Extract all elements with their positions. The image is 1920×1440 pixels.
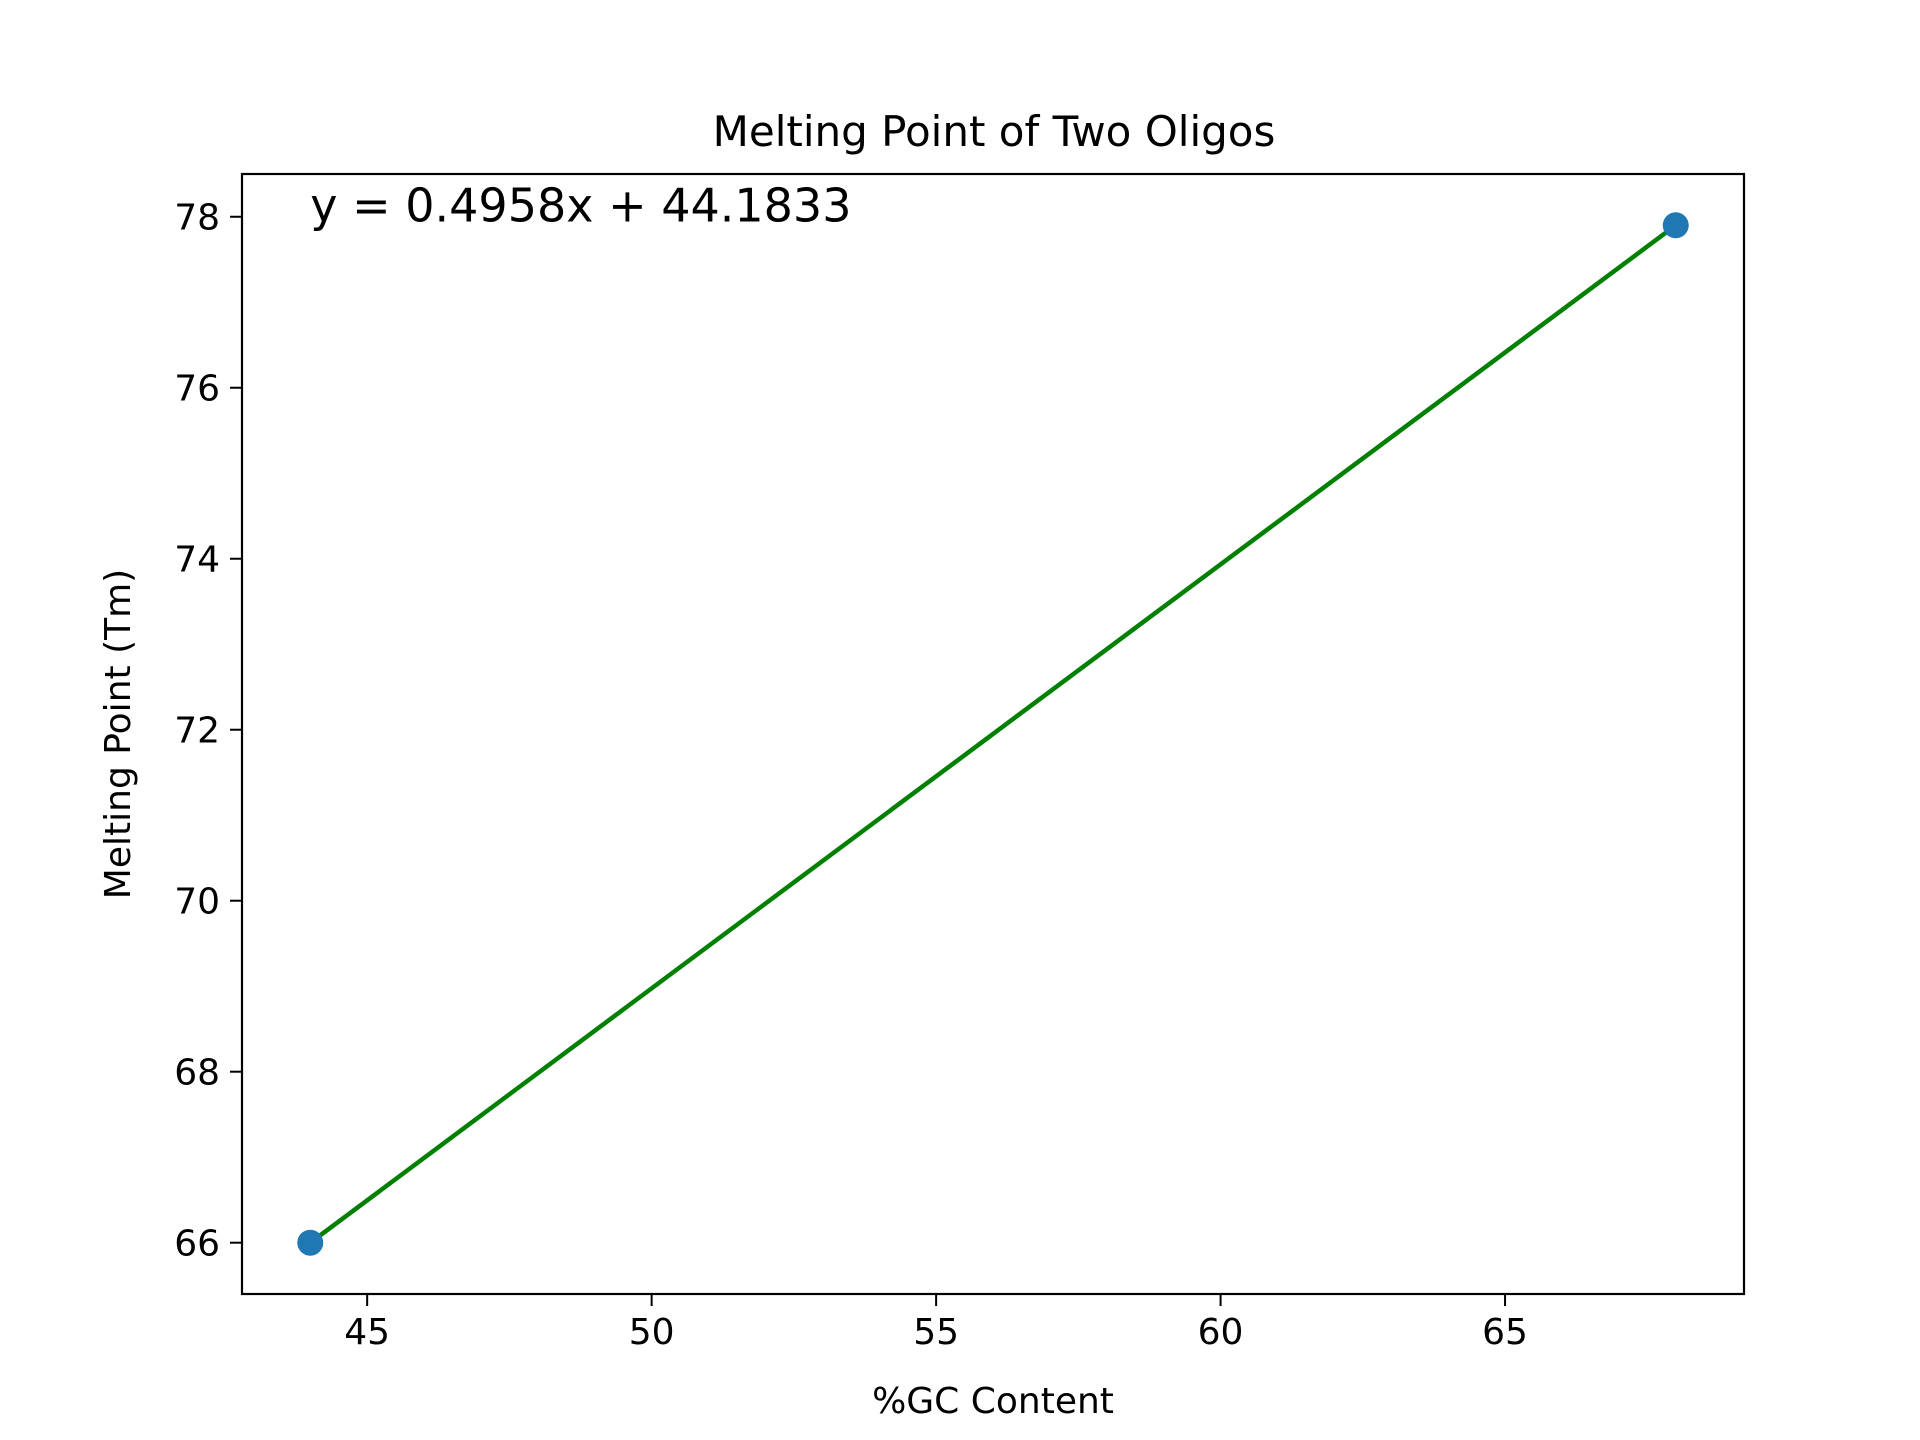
data-point	[1662, 212, 1689, 239]
x-tick-label: 55	[913, 1312, 959, 1353]
y-tick-label: 70	[174, 882, 220, 923]
y-tick-label: 66	[174, 1224, 220, 1265]
x-axis-label: %GC Content	[872, 1381, 1114, 1422]
y-tick-label: 72	[174, 711, 220, 752]
x-tick-label: 60	[1198, 1312, 1244, 1353]
plot-area	[240, 172, 1746, 1296]
y-tick-label: 78	[174, 198, 220, 239]
x-tick-label: 45	[344, 1312, 390, 1353]
x-tick-label: 50	[629, 1312, 675, 1353]
x-tick-label: 65	[1482, 1312, 1528, 1353]
fit-equation-annotation: y = 0.4958x + 44.1833	[310, 178, 851, 232]
y-tick-label: 76	[174, 369, 220, 410]
plot-marks	[297, 212, 1689, 1256]
y-axis-label: Melting Point (Tm)	[98, 569, 139, 899]
y-tick-label: 74	[174, 540, 220, 581]
x-axis-ticks: 45 50 55 60 65	[344, 1294, 1528, 1353]
fit-line	[307, 222, 1679, 1246]
y-tick-label: 68	[174, 1053, 220, 1094]
data-point	[297, 1229, 324, 1256]
y-axis-ticks: 66 68 70 72 74 76 78	[174, 198, 242, 1265]
chart-title: Melting Point of Two Oligos	[713, 107, 1276, 156]
